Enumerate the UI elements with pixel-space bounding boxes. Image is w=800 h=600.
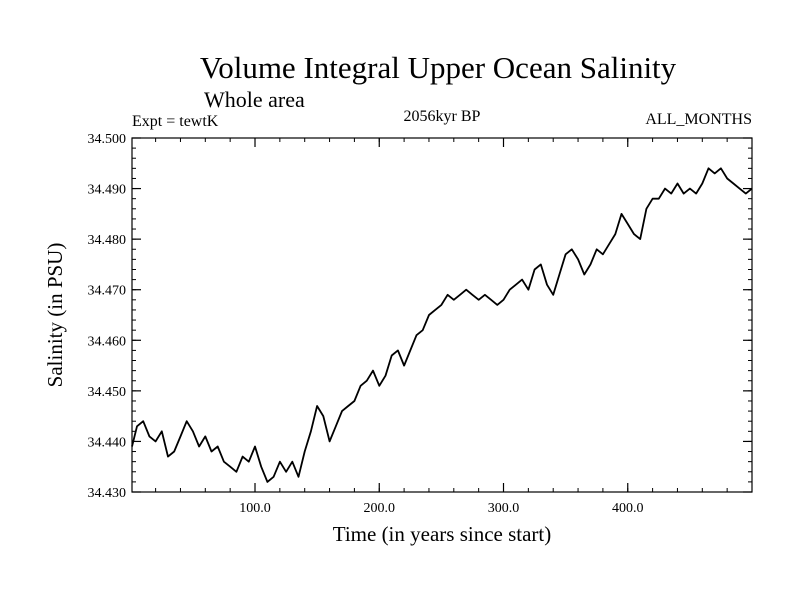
period-label: 2056kyr BP — [404, 108, 481, 125]
y-tick-label: 34.480 — [88, 233, 127, 248]
x-axis: 100.0 200.0 300.0 400.0 — [155, 138, 753, 516]
y-axis-label: Salinity (in PSU) — [43, 243, 67, 388]
y-axis: 34.430 34.440 34.450 34.460 34.470 34.480 34.4… — [88, 132, 752, 501]
x-axis-label: Time (in years since start) — [333, 522, 552, 546]
plot-area: 34.430 34.440 34.450 34.460 34.470 34.480 34.4… — [88, 132, 753, 516]
y-tick-label: 34.440 — [88, 435, 127, 450]
x-tick-label: 300.0 — [488, 501, 520, 516]
x-tick-label: 400.0 — [612, 501, 644, 516]
x-tick-label: 200.0 — [364, 501, 396, 516]
chart-title: Volume Integral Upper Ocean Salinity — [200, 50, 677, 85]
experiment-label: Expt = tewtK — [132, 113, 219, 130]
series-line — [131, 167, 753, 483]
plot-frame — [131, 137, 753, 493]
y-tick-label: 34.500 — [88, 132, 127, 147]
months-label: ALL_MONTHS — [645, 111, 752, 128]
y-tick-label: 34.430 — [88, 486, 127, 501]
chart-subtitle: Whole area — [204, 87, 305, 112]
y-tick-label: 34.460 — [88, 334, 127, 349]
series-group — [131, 167, 753, 483]
y-tick-label: 34.470 — [88, 284, 127, 299]
x-tick-label: 100.0 — [239, 501, 271, 516]
y-tick-label: 34.450 — [88, 385, 127, 400]
y-tick-label: 34.490 — [88, 183, 127, 198]
